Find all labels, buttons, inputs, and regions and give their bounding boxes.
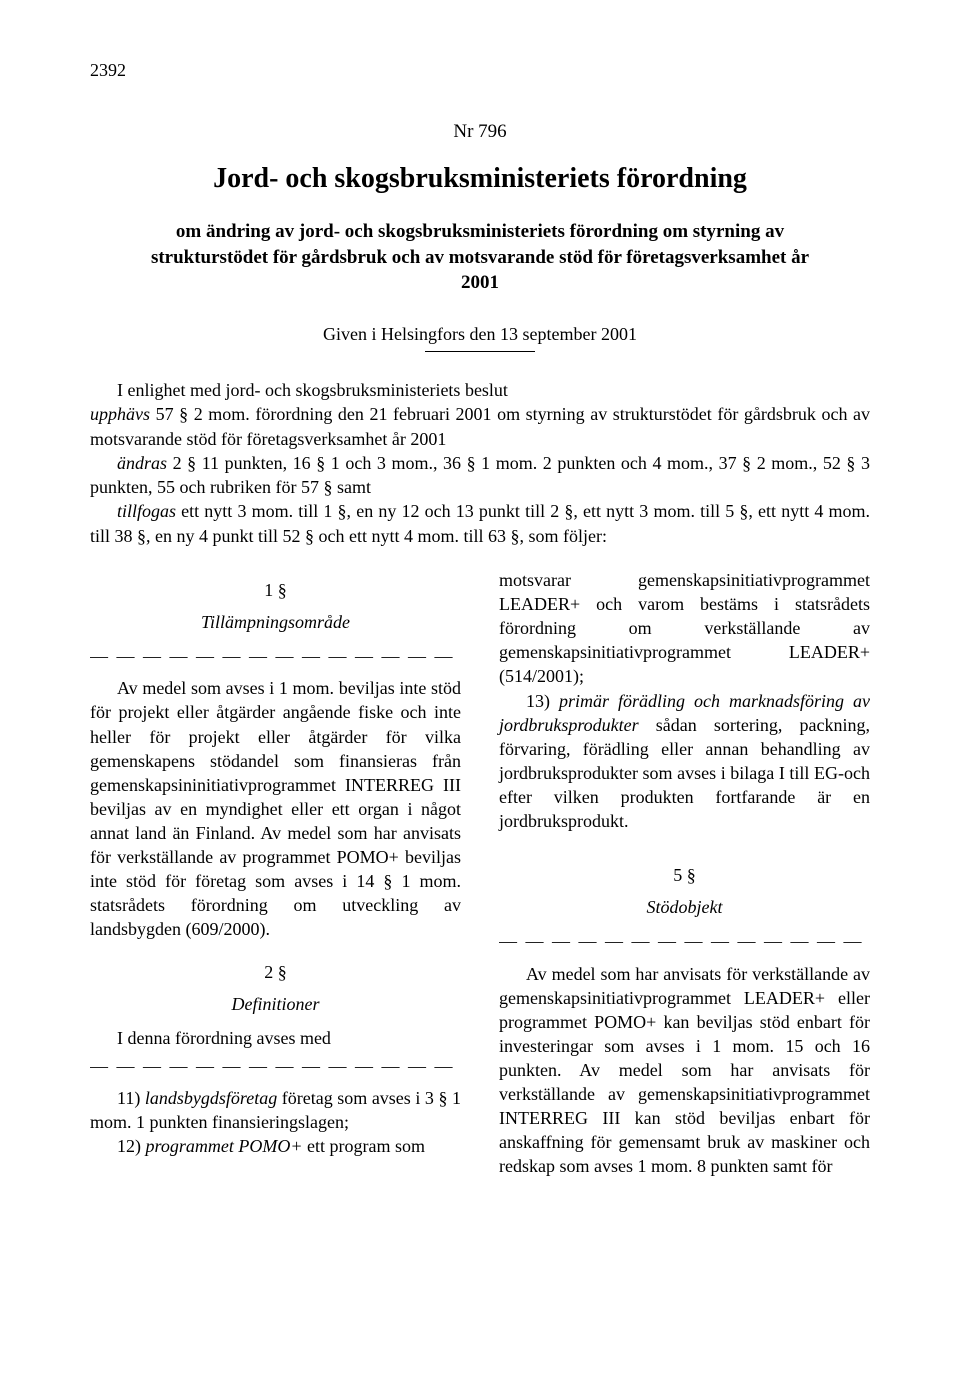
given-line: Given i Helsingfors den 13 september 200… bbox=[90, 324, 870, 345]
dash-row: — — — — — — — — — — — — — — bbox=[90, 1054, 461, 1078]
section-5-num: 5 § bbox=[499, 863, 870, 887]
nr-line: Nr 796 bbox=[90, 121, 870, 143]
preamble-andras: ändras bbox=[117, 453, 167, 473]
section-1-num: 1 § bbox=[90, 578, 461, 602]
section-5-para: Av medel som har anvisats för verkställa… bbox=[499, 962, 870, 1179]
item-12-term: programmet POMO+ bbox=[146, 1136, 303, 1156]
section-2-item-12: 12) programmet POMO+ ett program som bbox=[90, 1134, 461, 1158]
page: 2392 Nr 796 Jord- och skogsbruksminister… bbox=[0, 0, 960, 1219]
section-2-item-11: 11) landsbygdsföretag företag som avses … bbox=[90, 1086, 461, 1134]
section-2-lead: I denna förordning avses med bbox=[90, 1026, 461, 1050]
item-12-num: 12) bbox=[117, 1136, 146, 1156]
preamble-line-3: ändras 2 § 11 punkten, 16 § 1 och 3 mom.… bbox=[90, 451, 870, 500]
columns: 1 § Tillämpningsområde — — — — — — — — —… bbox=[90, 568, 870, 1179]
page-number: 2392 bbox=[90, 60, 870, 81]
preamble-tillfogas-rest: ett nytt 3 mom. till 1 §, en ny 12 och 1… bbox=[90, 501, 870, 545]
preamble-line-4: tillfogas ett nytt 3 mom. till 1 §, en n… bbox=[90, 499, 870, 548]
preamble-upphavs: upphävs bbox=[90, 404, 150, 424]
right-cont-1: motsvarar gemenskapsinitiativprogrammet … bbox=[499, 568, 870, 689]
preamble-andras-rest: 2 § 11 punkten, 16 § 1 och 3 mom., 36 § … bbox=[90, 453, 870, 497]
section-2-num: 2 § bbox=[90, 960, 461, 984]
column-left: 1 § Tillämpningsområde — — — — — — — — —… bbox=[90, 568, 461, 1179]
dash-row: — — — — — — — — — — — — — — bbox=[499, 929, 870, 953]
sub-title: om ändring av jord- och skogsbruksminist… bbox=[130, 219, 830, 296]
preamble: I enlighet med jord- och skogsbruksminis… bbox=[90, 378, 870, 548]
preamble-tillfogas: tillfogas bbox=[117, 501, 176, 521]
section-1-title: Tillämpningsområde bbox=[90, 610, 461, 634]
dash-row: — — — — — — — — — — — — — — bbox=[90, 644, 461, 668]
column-right: motsvarar gemenskapsinitiativprogrammet … bbox=[499, 568, 870, 1179]
right-item-13: 13) primär förädling och marknadsföring … bbox=[499, 689, 870, 834]
preamble-line-1: I enlighet med jord- och skogsbruksminis… bbox=[90, 378, 870, 402]
item-13-num: 13) bbox=[526, 691, 559, 711]
item-11-term: landsbygdsföretag bbox=[145, 1088, 277, 1108]
section-1-para: Av medel som avses i 1 mom. beviljas int… bbox=[90, 676, 461, 941]
preamble-line-2: upphävs 57 § 2 mom. förordning den 21 fe… bbox=[90, 404, 870, 448]
main-title: Jord- och skogsbruksministeriets förordn… bbox=[90, 163, 870, 195]
preamble-upphavs-rest: 57 § 2 mom. förordning den 21 februari 2… bbox=[90, 404, 870, 448]
item-12-rest: ett program som bbox=[302, 1136, 424, 1156]
title-rule bbox=[425, 351, 535, 352]
section-5-title: Stödobjekt bbox=[499, 895, 870, 919]
section-2-title: Definitioner bbox=[90, 992, 461, 1016]
item-11-num: 11) bbox=[117, 1088, 145, 1108]
